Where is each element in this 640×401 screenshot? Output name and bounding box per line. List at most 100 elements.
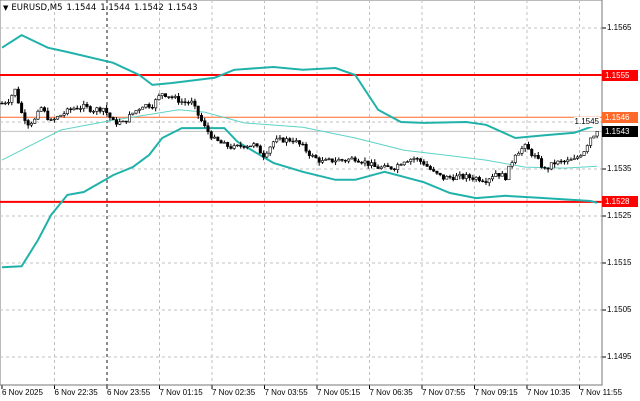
candle — [199, 112, 203, 123]
candle — [494, 170, 498, 177]
candle — [144, 104, 148, 109]
candle — [124, 120, 128, 125]
candle — [206, 122, 210, 135]
candle — [226, 141, 230, 150]
candle — [69, 107, 73, 113]
candle — [118, 118, 122, 126]
candle — [304, 142, 308, 154]
time-tick-label: 6 Nov 22:35 — [54, 388, 98, 397]
candle — [288, 137, 292, 143]
candle — [353, 156, 357, 163]
price-tick-label: 1.1545 — [573, 117, 600, 127]
candle — [490, 173, 494, 182]
candle — [392, 167, 396, 172]
candle — [347, 158, 351, 164]
time-tick-label: 7 Nov 06:35 — [369, 388, 413, 397]
time-tick-label: 7 Nov 03:55 — [264, 388, 308, 397]
candle — [317, 156, 321, 166]
candle — [222, 140, 226, 144]
candle — [268, 146, 272, 156]
candle — [592, 135, 596, 139]
candle — [275, 135, 279, 144]
candle — [415, 157, 419, 162]
triangle-down-icon[interactable]: ▼ — [3, 4, 9, 12]
candle — [232, 143, 236, 150]
candle — [383, 163, 387, 168]
candle — [379, 165, 383, 170]
candle — [464, 172, 468, 182]
price-tick-label: 1.1495 — [607, 352, 632, 361]
candle — [141, 106, 145, 110]
candle — [366, 160, 370, 169]
candle — [137, 108, 141, 114]
candle — [520, 145, 524, 156]
candle — [337, 157, 341, 162]
time-tick-label: 7 Nov 01:15 — [159, 388, 203, 397]
candle — [249, 145, 253, 148]
candle — [530, 148, 534, 158]
candle — [311, 153, 315, 158]
candle — [114, 117, 118, 127]
candle — [389, 166, 393, 171]
candle — [209, 130, 213, 140]
candle — [373, 159, 377, 168]
price-tick-label: 1.1505 — [607, 305, 632, 314]
candle — [0, 101, 4, 105]
candle — [65, 107, 69, 116]
price-tick-label: 1.1515 — [607, 258, 632, 267]
candle — [134, 110, 138, 115]
candle — [376, 164, 380, 169]
candle — [49, 117, 53, 121]
candle — [56, 115, 60, 120]
candle — [13, 88, 17, 98]
candle — [562, 160, 566, 165]
candle — [262, 150, 266, 161]
chart-title: ▼ EURUSD,M5 1.1544 1.1544 1.1542 1.1543 — [3, 3, 202, 13]
candle — [157, 93, 161, 101]
candle — [513, 154, 517, 165]
grid — [0, 0, 606, 389]
candle — [504, 172, 508, 181]
time-tick-label: 6 Nov 23:55 — [107, 388, 151, 397]
candle — [334, 157, 338, 166]
candle — [526, 141, 530, 150]
candle — [33, 118, 37, 124]
candle — [585, 144, 589, 154]
candle — [131, 112, 135, 116]
candle — [461, 173, 465, 180]
candle — [7, 98, 11, 106]
open-value: 1.1544 — [66, 3, 97, 13]
candle — [510, 160, 514, 169]
candle — [147, 102, 151, 109]
candle — [314, 153, 318, 159]
candle — [402, 161, 406, 166]
candle — [291, 137, 295, 145]
candle — [298, 140, 302, 147]
candle — [330, 158, 334, 164]
candle — [507, 165, 511, 181]
candle — [320, 157, 324, 164]
candle — [455, 172, 459, 181]
candle — [569, 157, 573, 161]
plot-area — [0, 0, 603, 386]
price-tick-label: 1.1535 — [607, 164, 632, 173]
candle — [190, 97, 194, 105]
candle — [396, 162, 400, 174]
candle — [435, 170, 439, 175]
candle — [167, 96, 171, 100]
candle — [343, 159, 347, 164]
candle — [105, 104, 109, 116]
candle — [154, 98, 158, 112]
candle — [281, 137, 285, 143]
candle — [98, 106, 102, 114]
candle — [350, 156, 354, 160]
time-tick-label: 6 Nov 2025 — [2, 388, 43, 397]
candle — [474, 176, 478, 182]
candle — [458, 171, 462, 180]
candle — [363, 157, 367, 167]
candle — [468, 173, 472, 181]
candle — [26, 118, 30, 129]
candle — [193, 98, 197, 110]
candle — [566, 156, 570, 165]
